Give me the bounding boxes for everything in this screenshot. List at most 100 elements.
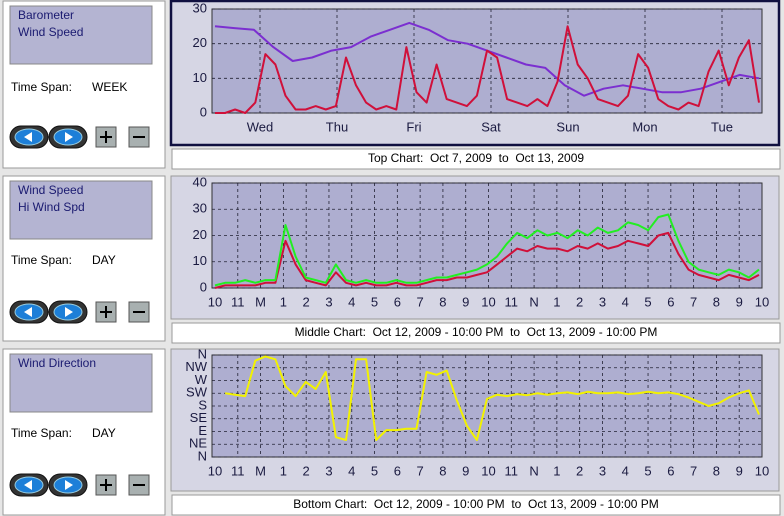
x-tick-label: N: [529, 294, 538, 309]
y-tick-label: SE: [190, 410, 208, 425]
x-tick-label: 9: [462, 463, 469, 478]
next-button[interactable]: [48, 125, 88, 149]
y-tick-label: 0: [200, 104, 207, 119]
x-tick-label: Wed: [247, 119, 274, 134]
x-tick-label: M: [255, 294, 266, 309]
x-tick-label: 5: [371, 294, 378, 309]
y-tick-label: 10: [193, 70, 207, 85]
prev-button-arrow: [24, 307, 32, 317]
x-tick-label: 1: [280, 294, 287, 309]
y-tick-label: 20: [193, 35, 207, 50]
series-box: [9, 5, 153, 65]
y-tick-label: SW: [186, 385, 208, 400]
x-tick-label: 2: [576, 463, 583, 478]
x-tick-label: 2: [303, 294, 310, 309]
caption-box: [171, 148, 781, 170]
x-tick-label: 6: [394, 463, 401, 478]
y-tick-label: E: [198, 423, 207, 438]
series-line: [214, 231, 760, 289]
zoom-in-button[interactable]: [95, 474, 117, 496]
next-button[interactable]: [48, 300, 88, 324]
series-name: Wind Direction: [18, 356, 96, 370]
x-tick-label: 8: [439, 463, 446, 478]
prev-button[interactable]: [9, 473, 49, 497]
x-tick-label: 6: [667, 463, 674, 478]
x-tick-label: 4: [348, 294, 355, 309]
x-tick-label: 10: [208, 463, 222, 478]
series-line: [215, 25, 760, 114]
next-button[interactable]: [48, 473, 88, 497]
time-span-value: WEEK: [92, 80, 127, 94]
x-tick-label: N: [529, 463, 538, 478]
series-name: Hi Wind Spd: [18, 200, 85, 214]
series-box: [9, 353, 153, 413]
x-tick-label: 3: [599, 463, 606, 478]
x-tick-label: 4: [348, 463, 355, 478]
x-tick-label: Thu: [326, 119, 348, 134]
prev-button-arrow: [24, 480, 32, 490]
time-span-label: Time Span:: [11, 80, 72, 94]
x-tick-label: 11: [231, 463, 245, 478]
time-span-value: DAY: [92, 253, 116, 267]
x-tick-label: Mon: [632, 119, 657, 134]
series-name: Wind Speed: [18, 183, 83, 197]
zoom-in-button-sign: [100, 131, 112, 143]
zoom-out-button[interactable]: [128, 301, 150, 323]
x-tick-label: 10: [755, 294, 769, 309]
chart-caption: Bottom Chart: Oct 12, 2009 - 10:00 PM to…: [293, 497, 659, 511]
x-tick-label: 10: [208, 294, 222, 309]
y-tick-label: N: [198, 346, 207, 361]
x-tick-label: 11: [231, 294, 245, 309]
zoom-out-button[interactable]: [128, 474, 150, 496]
zoom-in-button-sign: [100, 479, 112, 491]
x-tick-label: 3: [599, 294, 606, 309]
y-tick-label: 0: [200, 279, 207, 294]
x-tick-label: 8: [713, 463, 720, 478]
x-tick-label: 6: [667, 294, 674, 309]
zoom-out-button[interactable]: [128, 126, 150, 148]
x-tick-label: 7: [690, 463, 697, 478]
x-tick-label: Tue: [711, 119, 733, 134]
x-tick-label: 5: [371, 463, 378, 478]
y-tick-label: 10: [193, 253, 207, 268]
x-tick-label: 4: [622, 294, 629, 309]
x-tick-label: 5: [644, 463, 651, 478]
caption-box: [171, 494, 781, 516]
series-name: Wind Speed: [18, 25, 83, 39]
x-tick-label: 11: [505, 463, 519, 478]
series-name: Barometer: [18, 8, 74, 22]
zoom-in-button[interactable]: [95, 126, 117, 148]
x-tick-label: 3: [325, 294, 332, 309]
x-tick-label: 7: [417, 463, 424, 478]
time-span-value: DAY: [92, 426, 116, 440]
prev-button[interactable]: [9, 300, 49, 324]
chart-caption: Top Chart: Oct 7, 2009 to Oct 13, 2009: [368, 151, 584, 165]
zoom-in-button[interactable]: [95, 301, 117, 323]
x-tick-label: Sun: [556, 119, 579, 134]
y-tick-label: 30: [193, 0, 207, 15]
x-tick-label: 6: [394, 294, 401, 309]
x-tick-label: 8: [713, 294, 720, 309]
x-tick-label: 10: [755, 463, 769, 478]
y-tick-label: S: [198, 397, 207, 412]
x-tick-label: 1: [280, 463, 287, 478]
y-tick-label: NE: [189, 436, 207, 451]
x-tick-label: 2: [303, 463, 310, 478]
x-tick-label: 7: [417, 294, 424, 309]
x-tick-label: 9: [462, 294, 469, 309]
y-tick-label: N: [198, 448, 207, 463]
prev-button[interactable]: [9, 125, 49, 149]
series-line: [224, 355, 760, 441]
x-tick-label: 8: [439, 294, 446, 309]
x-tick-label: 10: [481, 294, 495, 309]
plot-area: [211, 354, 763, 458]
x-tick-label: 5: [644, 294, 651, 309]
time-span-label: Time Span:: [11, 253, 72, 267]
prev-button-arrow: [24, 132, 32, 142]
x-tick-label: 3: [325, 463, 332, 478]
next-button-arrow: [65, 307, 73, 317]
x-tick-label: 10: [481, 463, 495, 478]
x-tick-label: 7: [690, 294, 697, 309]
